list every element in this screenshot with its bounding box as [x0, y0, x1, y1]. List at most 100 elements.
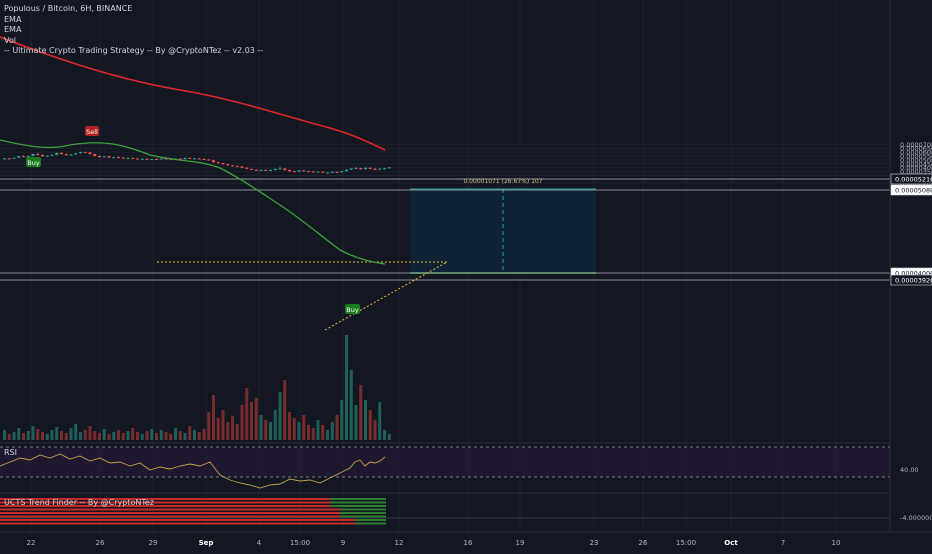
- time-label: 4: [257, 539, 262, 547]
- ucts-axis-label: -4.00000000: [900, 514, 932, 522]
- volume-bar: [216, 418, 220, 440]
- volume-bar: [117, 430, 120, 440]
- candle-body: [79, 152, 82, 154]
- volume-bar: [64, 433, 68, 440]
- rsi-pane[interactable]: [0, 446, 890, 489]
- volume-legend[interactable]: Vol: [4, 35, 16, 45]
- time-label: 26: [96, 539, 105, 547]
- ema-legend-2[interactable]: EMA: [4, 25, 22, 34]
- volume-bar: [345, 335, 348, 440]
- ucts-bull-stripe: [340, 508, 386, 511]
- candle-body: [368, 167, 372, 169]
- volume-bar: [69, 428, 73, 440]
- candle-body: [254, 169, 258, 171]
- volume-bar: [121, 433, 125, 440]
- candle-body: [12, 157, 16, 159]
- symbol-title[interactable]: Populous / Bitcoin, 6H, BINANCE: [4, 4, 133, 13]
- candle-body: [55, 152, 59, 155]
- ema-legend-1[interactable]: EMA: [4, 14, 22, 24]
- volume-bar: [364, 400, 367, 440]
- price-label: 0.00006000: [900, 149, 932, 157]
- time-label: Oct: [724, 539, 738, 547]
- candle-body: [197, 158, 201, 160]
- ucts-bull-stripe: [355, 522, 386, 525]
- chart-legend: Populous / Bitcoin, 6H, BINANCE EMA EMA …: [4, 4, 263, 57]
- volume-bar: [269, 422, 272, 440]
- candle-body: [93, 154, 97, 156]
- volume-bar: [240, 405, 244, 440]
- candle-body: [335, 171, 339, 173]
- time-label: 15:00: [290, 539, 310, 547]
- strategy-legend[interactable]: -- Ultimate Crypto Trading Strategy -- B…: [4, 46, 264, 55]
- volume-bar: [231, 416, 234, 440]
- triangle-drawing[interactable]: [157, 261, 448, 331]
- volume-bar: [235, 424, 239, 440]
- candle-body: [145, 158, 149, 160]
- time-label: 22: [27, 539, 36, 547]
- volume-bar: [326, 430, 329, 440]
- candle-body: [45, 155, 49, 157]
- buy-signal-1: Buy: [26, 157, 41, 167]
- candle-body: [121, 157, 125, 159]
- volume-bar: [50, 430, 54, 440]
- volume-bar: [378, 402, 382, 440]
- candle-body: [292, 171, 296, 173]
- ucts-bull-stripe: [330, 498, 386, 500]
- volume-bar: [283, 380, 287, 440]
- volume-bar: [297, 422, 301, 440]
- candle-body: [183, 157, 187, 160]
- candle-body: [231, 165, 234, 167]
- candle-body: [98, 156, 101, 158]
- rsi-axis-label: 40.00: [900, 466, 919, 474]
- volume-bar: [245, 388, 249, 440]
- time-label: 7: [781, 539, 785, 547]
- volume-bar: [288, 412, 291, 440]
- volume-bar: [102, 429, 106, 440]
- long-position-tool[interactable]: 0.00001071 (26.67%) 107: [410, 178, 596, 274]
- candle-body: [378, 168, 382, 170]
- volume-bar: [12, 432, 16, 440]
- time-axis[interactable]: 22 26 29 Sep 4 15:00 9 12 16 19 23 26 15:00 Oct 7 10: [0, 531, 932, 547]
- candle-body: [155, 158, 158, 160]
- rsi-pane-label[interactable]: RSI: [4, 448, 17, 457]
- ucts-bear-stripe: [0, 519, 355, 521]
- candle-body: [140, 158, 144, 160]
- volume-bar: [140, 434, 144, 440]
- price-highlight-label: 0.00003920: [895, 277, 932, 285]
- candle-body: [383, 168, 386, 170]
- rsi-line: [0, 453, 386, 489]
- candle-body: [359, 168, 363, 170]
- time-label: 26: [639, 539, 648, 547]
- ucts-bear-stripe: [0, 508, 340, 511]
- volume-bar: [22, 433, 25, 440]
- volume-bar: [159, 430, 163, 440]
- candle-body: [387, 167, 391, 169]
- price-axis[interactable]: 0.000070000.000065000.000060000.00005500…: [889, 0, 932, 532]
- candle-body: [259, 169, 263, 171]
- candle-body: [340, 171, 344, 173]
- volume-bar: [55, 427, 59, 440]
- ucts-pane-label[interactable]: UCTS Trend Finder -- By @CryptoNTez: [4, 498, 154, 507]
- volume-bar: [31, 426, 35, 440]
- candle-body: [60, 152, 63, 155]
- candle-body: [36, 154, 40, 156]
- volume-bar: [83, 430, 87, 440]
- volume-bar: [311, 428, 315, 440]
- candle-body: [178, 158, 182, 160]
- ucts-bear-stripe: [0, 505, 330, 507]
- candle-body: [269, 170, 272, 172]
- price-highlight-box: [890, 274, 932, 286]
- candle-body: [326, 172, 329, 174]
- ucts-bear-stripe: [0, 522, 355, 525]
- volume-bars: [3, 335, 391, 440]
- price-highlight-label: 0.00005210: [895, 176, 932, 184]
- volume-bar: [354, 405, 358, 440]
- ucts-trend-pane[interactable]: [0, 498, 890, 525]
- volume-bar: [79, 432, 82, 440]
- ucts-bear-stripe: [0, 515, 340, 518]
- horizontal-levels[interactable]: [0, 178, 890, 281]
- candle-body: [226, 164, 230, 166]
- candle-body: [117, 157, 120, 159]
